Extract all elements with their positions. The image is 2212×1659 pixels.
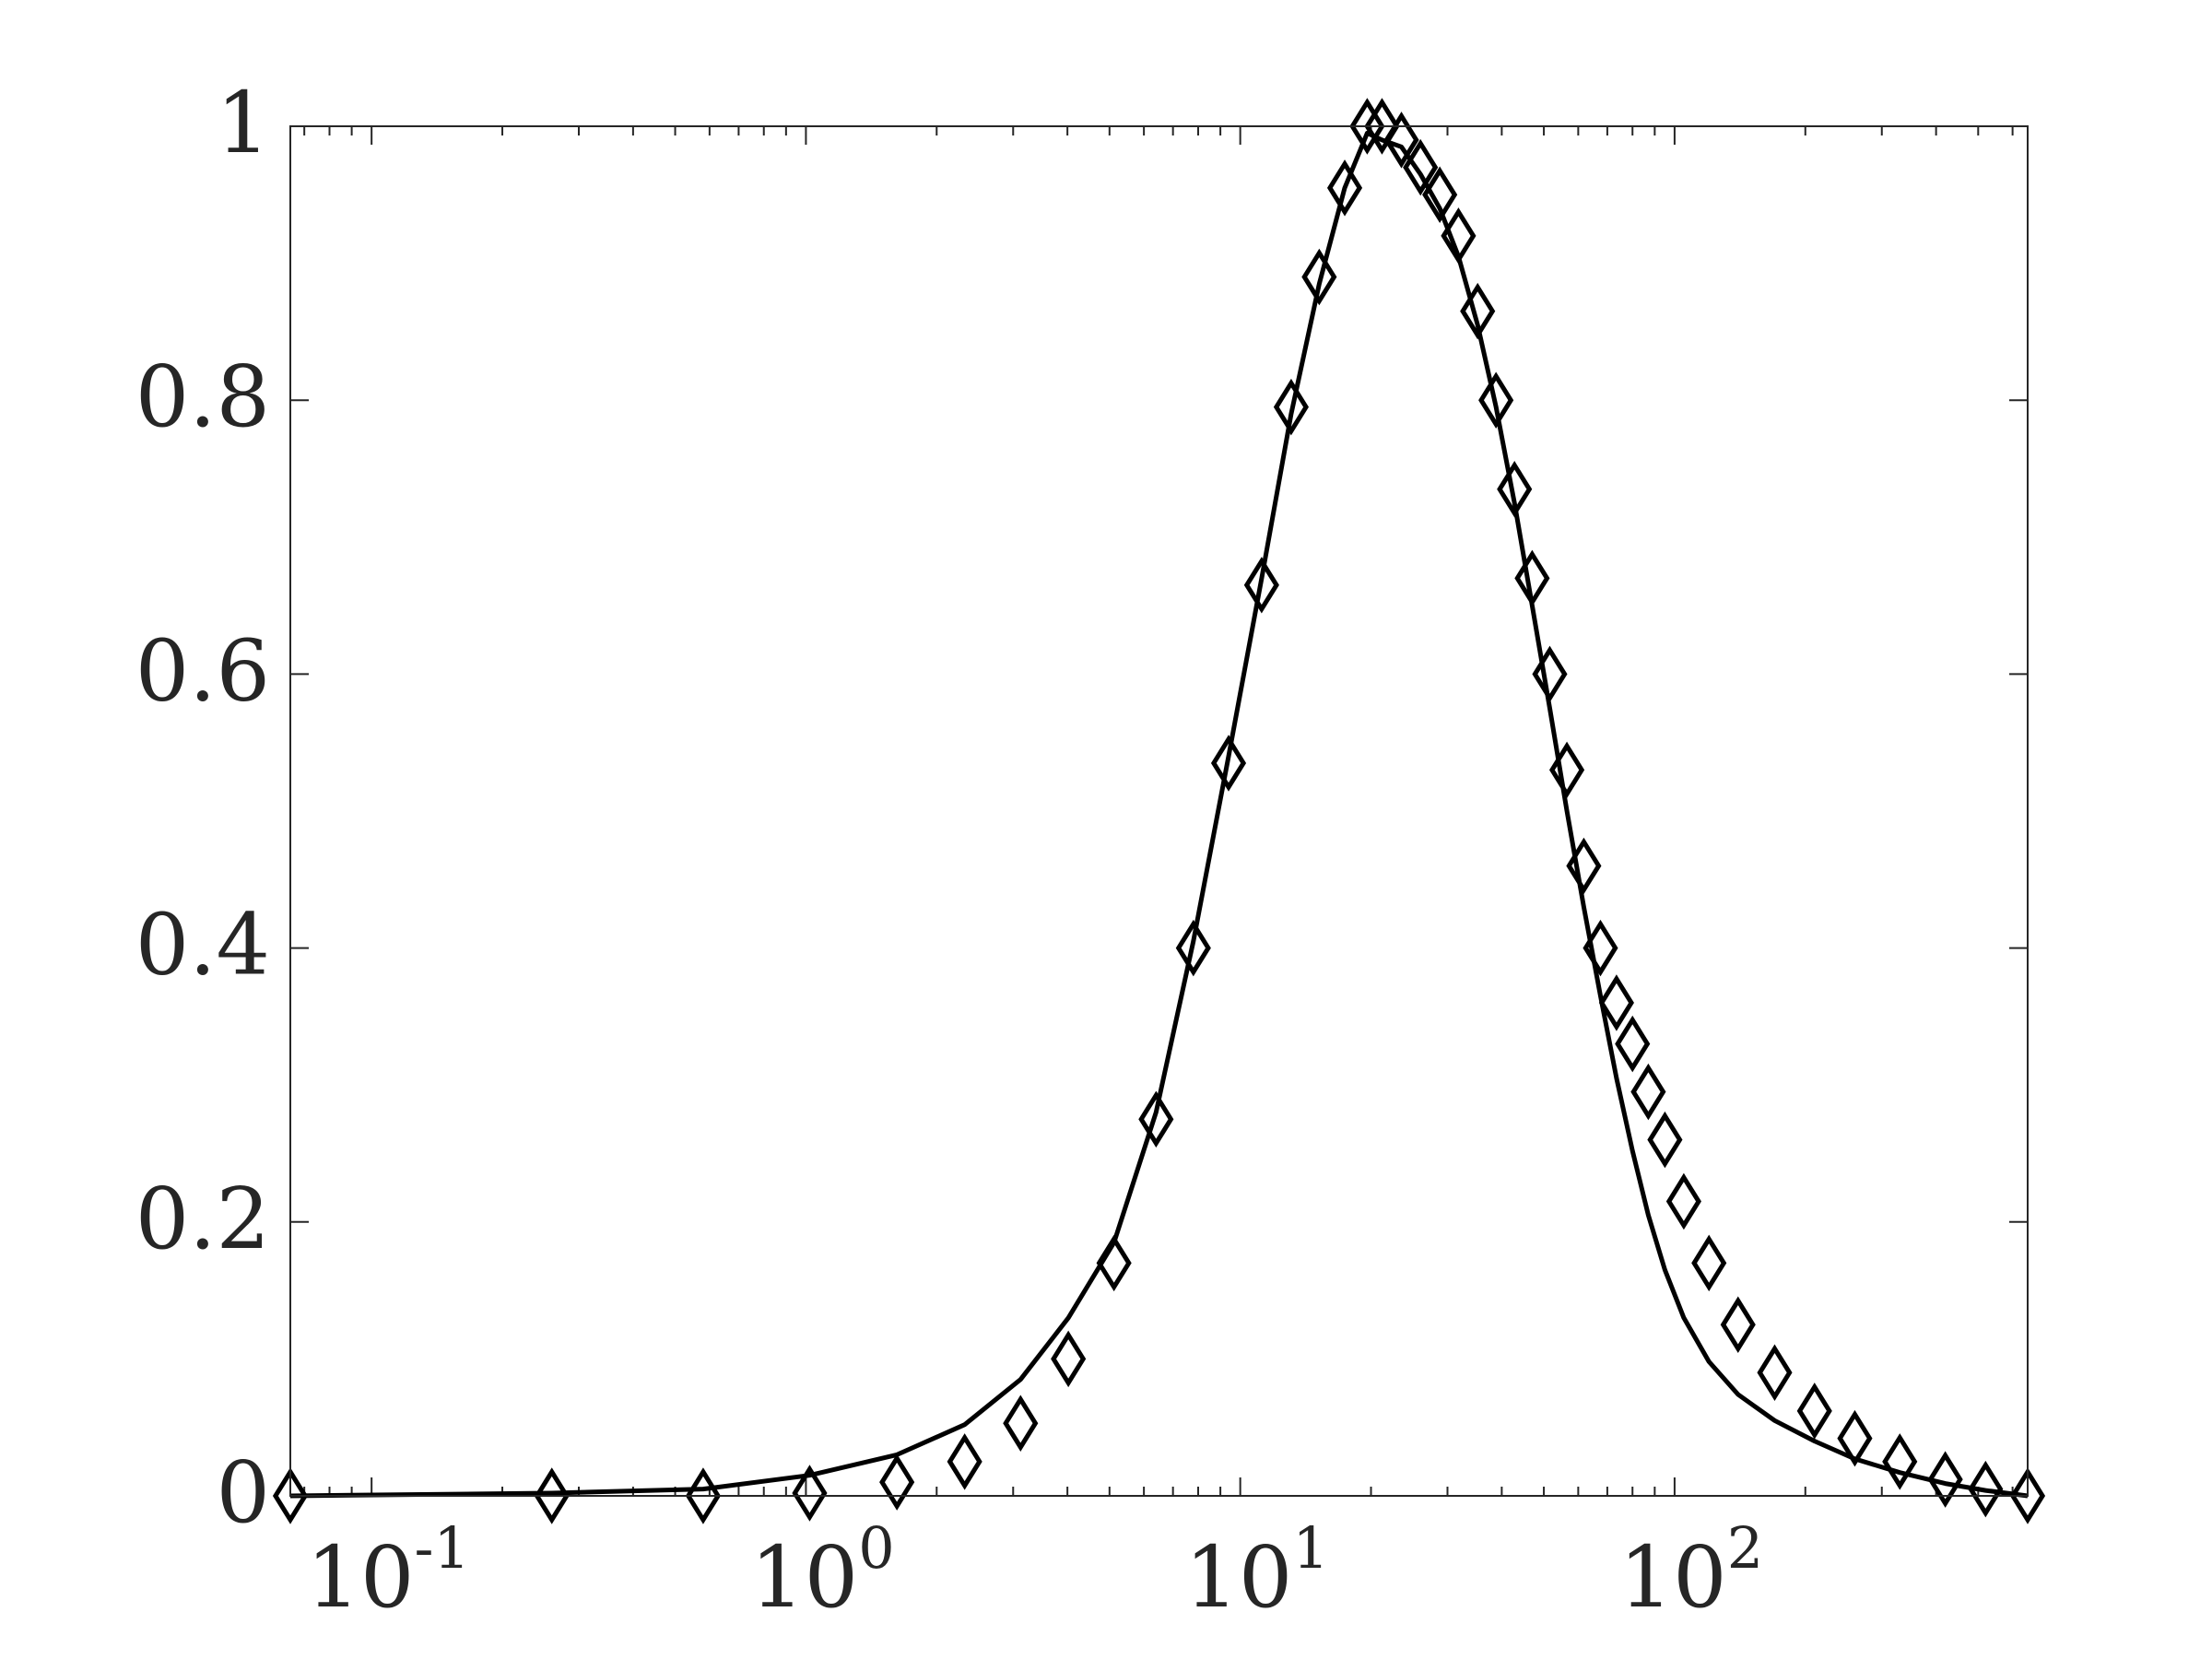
data-point-marker — [1051, 1330, 1087, 1388]
data-point-marker — [1243, 557, 1279, 614]
data-point-marker — [1647, 1111, 1683, 1169]
y-tick-label: 0.4 — [135, 896, 270, 994]
data-point-marker — [1691, 1234, 1727, 1292]
y-tick-label: 0 — [216, 1443, 270, 1542]
data-point-marker — [1968, 1460, 2004, 1518]
data-point-marker — [1003, 1394, 1039, 1452]
data-point-marker — [1138, 1090, 1174, 1148]
data-point-marker — [1349, 98, 1385, 155]
x-tick-label: 102 — [1619, 1514, 1764, 1627]
x-tick-label-base: 10 — [1184, 1528, 1292, 1627]
data-point-marker — [1630, 1063, 1666, 1121]
data-point-marker — [685, 1467, 721, 1524]
series-layer — [272, 98, 2046, 1524]
x-tick-label: 10-1 — [306, 1514, 469, 1627]
data-point-marker — [947, 1433, 982, 1490]
data-point-marker — [1441, 207, 1477, 265]
y-tick-label: 0.6 — [135, 621, 270, 720]
data-point-marker — [1665, 1172, 1701, 1230]
y-tick-label: 0.8 — [135, 347, 270, 446]
x-tick-label-base: 10 — [750, 1528, 858, 1627]
data-point-marker — [1549, 741, 1585, 799]
x-tick-label-exponent: 0 — [858, 1514, 894, 1582]
data-point-marker — [1403, 138, 1439, 196]
x-tick-label: 100 — [750, 1514, 895, 1627]
data-point-marker — [1837, 1409, 1873, 1467]
data-point-marker — [1615, 1015, 1651, 1073]
data-point-marker — [1497, 461, 1533, 518]
x-tick-label-exponent: 1 — [1292, 1514, 1328, 1582]
data-point-marker — [1096, 1234, 1132, 1292]
data-point-marker — [1210, 735, 1247, 792]
data-point-marker — [1566, 837, 1602, 895]
data-point-marker — [1796, 1382, 1832, 1440]
y-tick-label: 0.2 — [135, 1170, 270, 1268]
data-point-marker — [792, 1465, 828, 1522]
data-point-marker — [2009, 1467, 2046, 1524]
data-point-marker — [1326, 159, 1363, 217]
data-point-marker — [1422, 166, 1458, 224]
x-tick-label-exponent: 2 — [1727, 1514, 1763, 1582]
data-point-marker — [1532, 645, 1568, 703]
data-point-marker — [1882, 1433, 1918, 1490]
data-point-marker — [1273, 378, 1309, 436]
data-point-marker — [1514, 549, 1550, 607]
data-point-marker — [1364, 98, 1400, 155]
x-tick-label-base: 10 — [306, 1528, 414, 1627]
data-point-marker — [1757, 1344, 1793, 1402]
data-point-marker — [1175, 919, 1211, 977]
x-tick-label-exponent: -1 — [415, 1514, 470, 1582]
data-point-marker — [534, 1467, 570, 1524]
data-point-marker — [1478, 371, 1514, 429]
series-line — [289, 130, 2029, 1499]
data-point-marker — [1598, 974, 1634, 1031]
data-point-marker — [1460, 282, 1496, 340]
axes-box — [289, 125, 2029, 1497]
data-point-marker — [1383, 112, 1419, 169]
data-point-marker — [1720, 1296, 1756, 1353]
x-tick-label-base: 10 — [1619, 1528, 1727, 1627]
x-tick-label: 101 — [1184, 1514, 1329, 1627]
data-point-marker — [1927, 1451, 1963, 1508]
series-markers — [272, 98, 2046, 1524]
data-point-marker — [1583, 919, 1618, 977]
data-point-marker — [879, 1453, 915, 1511]
y-tick-label: 1 — [216, 74, 270, 172]
data-point-marker — [272, 1467, 309, 1524]
data-point-marker — [1301, 248, 1337, 306]
